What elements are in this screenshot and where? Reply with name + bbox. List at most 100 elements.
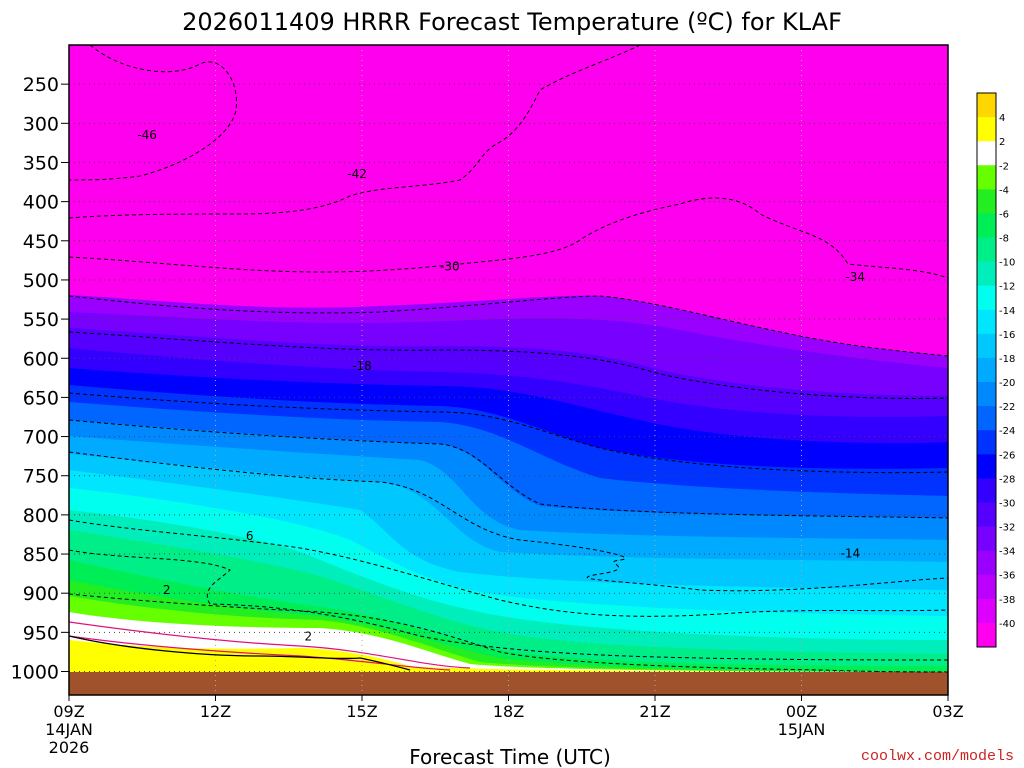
y-tick-label: 1000 bbox=[11, 662, 59, 684]
contour-line bbox=[69, 635, 411, 671]
x-tick-label: 00Z bbox=[786, 702, 817, 721]
legend-label: -4 bbox=[999, 185, 1009, 196]
source-credit: coolwx.com/models bbox=[861, 748, 1014, 765]
legend-label: -6 bbox=[999, 209, 1009, 220]
contour-line bbox=[69, 419, 948, 519]
y-tick-label: 350 bbox=[23, 152, 59, 174]
contour-line bbox=[69, 593, 948, 673]
y-tick-label: 950 bbox=[23, 622, 59, 644]
legend-label: -24 bbox=[999, 426, 1015, 437]
contour-label: -34 bbox=[845, 270, 865, 284]
legend-frame bbox=[976, 92, 997, 648]
x-tick-label: 12Z bbox=[200, 702, 231, 721]
legend-label: 2 bbox=[999, 137, 1005, 148]
legend-label: -40 bbox=[999, 619, 1015, 630]
y-tick-label: 800 bbox=[23, 505, 59, 527]
legend-swatch bbox=[977, 526, 996, 552]
x-tick-label: 03Z bbox=[932, 702, 963, 721]
legend-label: -20 bbox=[999, 378, 1015, 389]
contour-label: -30 bbox=[440, 260, 460, 274]
legend-swatch bbox=[977, 285, 996, 311]
legend-swatch bbox=[977, 598, 996, 624]
legend-label: -34 bbox=[999, 547, 1015, 558]
contour-line bbox=[69, 197, 948, 279]
y-tick-label: 450 bbox=[23, 231, 59, 253]
legend-label: -14 bbox=[999, 306, 1015, 317]
y-tick-label: 900 bbox=[23, 583, 59, 605]
y-tick-label: 300 bbox=[23, 113, 59, 135]
x-tick-label: 09Z bbox=[53, 702, 84, 721]
y-tick-label: 250 bbox=[23, 74, 59, 96]
legend-swatch bbox=[977, 333, 996, 359]
legend-swatch bbox=[977, 550, 996, 576]
x-axis-title: Forecast Time (UTC) bbox=[409, 745, 611, 768]
contour-line bbox=[69, 331, 948, 399]
legend-swatch bbox=[977, 502, 996, 528]
x-tick-label: 15JAN bbox=[778, 720, 826, 739]
y-tick-label: 700 bbox=[23, 427, 59, 449]
contour-line bbox=[69, 451, 948, 592]
contour-label: -18 bbox=[352, 359, 372, 373]
legend-label: -18 bbox=[999, 354, 1015, 365]
legend-swatch bbox=[977, 213, 996, 239]
legend-label: -30 bbox=[999, 498, 1015, 509]
legend-label: -8 bbox=[999, 234, 1009, 245]
contour-line bbox=[69, 295, 948, 357]
contour-label: -46 bbox=[137, 128, 157, 142]
ground-surface bbox=[69, 672, 948, 695]
legend-swatch bbox=[977, 93, 996, 118]
legend-label: -28 bbox=[999, 474, 1015, 485]
legend-label: -22 bbox=[999, 402, 1015, 413]
legend-label: -12 bbox=[999, 282, 1015, 293]
chart-title: 2026011409 HRRR Forecast Temperature (ºC… bbox=[182, 8, 842, 36]
y-tick-label: 400 bbox=[23, 192, 59, 214]
y-tick-label: 550 bbox=[23, 309, 59, 331]
y-tick-label: 850 bbox=[23, 544, 59, 566]
contour-line bbox=[69, 45, 641, 219]
contour-label: 2 bbox=[304, 629, 312, 643]
contour-label: -14 bbox=[841, 546, 861, 560]
legend-swatch bbox=[977, 622, 996, 648]
x-tick-label: 21Z bbox=[639, 702, 670, 721]
temperature-contours bbox=[69, 45, 948, 673]
legend-swatch bbox=[977, 574, 996, 600]
legend-swatch bbox=[977, 261, 996, 287]
contour-line bbox=[69, 45, 238, 181]
legend-swatch bbox=[977, 406, 996, 431]
legend-swatch bbox=[977, 309, 996, 335]
legend-label: -38 bbox=[999, 595, 1015, 606]
y-tick-label: 600 bbox=[23, 348, 59, 370]
freezing-contour-line bbox=[69, 635, 451, 671]
legend-label: -26 bbox=[999, 450, 1015, 461]
contour-line bbox=[69, 549, 948, 661]
legend-label: -16 bbox=[999, 330, 1015, 341]
x-tick-label: 2026 bbox=[49, 738, 90, 757]
legend-swatch bbox=[977, 237, 996, 263]
legend-swatch bbox=[977, 454, 996, 479]
contour-label: 2 bbox=[163, 583, 171, 597]
legend-label: -32 bbox=[999, 523, 1015, 534]
plot-area bbox=[69, 45, 948, 695]
y-tick-label: 650 bbox=[23, 387, 59, 409]
legend-swatch bbox=[977, 430, 996, 455]
legend-label: -2 bbox=[999, 161, 1009, 172]
y-tick-label: 500 bbox=[23, 270, 59, 292]
legend-swatch bbox=[977, 382, 996, 407]
legend-swatch bbox=[977, 141, 996, 166]
legend-label: -10 bbox=[999, 258, 1015, 269]
contour-label: 6 bbox=[246, 529, 254, 543]
legend-swatch bbox=[977, 165, 996, 190]
color-legend: 4 2 -2 -4 -6 -8 -10 -12 -14 -16 -18 -20 -22 -24 -26 -28… bbox=[976, 92, 1015, 648]
legend-label: 4 bbox=[999, 113, 1005, 124]
x-tick-label: 15Z bbox=[346, 702, 377, 721]
contour-labels: -46 -42 -30 -34 -18 6 -14 2 2 bbox=[137, 128, 865, 643]
legend-swatch bbox=[977, 189, 996, 214]
legend-label: -36 bbox=[999, 571, 1015, 582]
x-tick-label: 14JAN bbox=[45, 720, 93, 739]
legend-swatch bbox=[977, 478, 996, 503]
freezing-contour-line bbox=[69, 621, 471, 669]
legend-swatch bbox=[977, 357, 996, 383]
y-tick-label: 750 bbox=[23, 466, 59, 488]
